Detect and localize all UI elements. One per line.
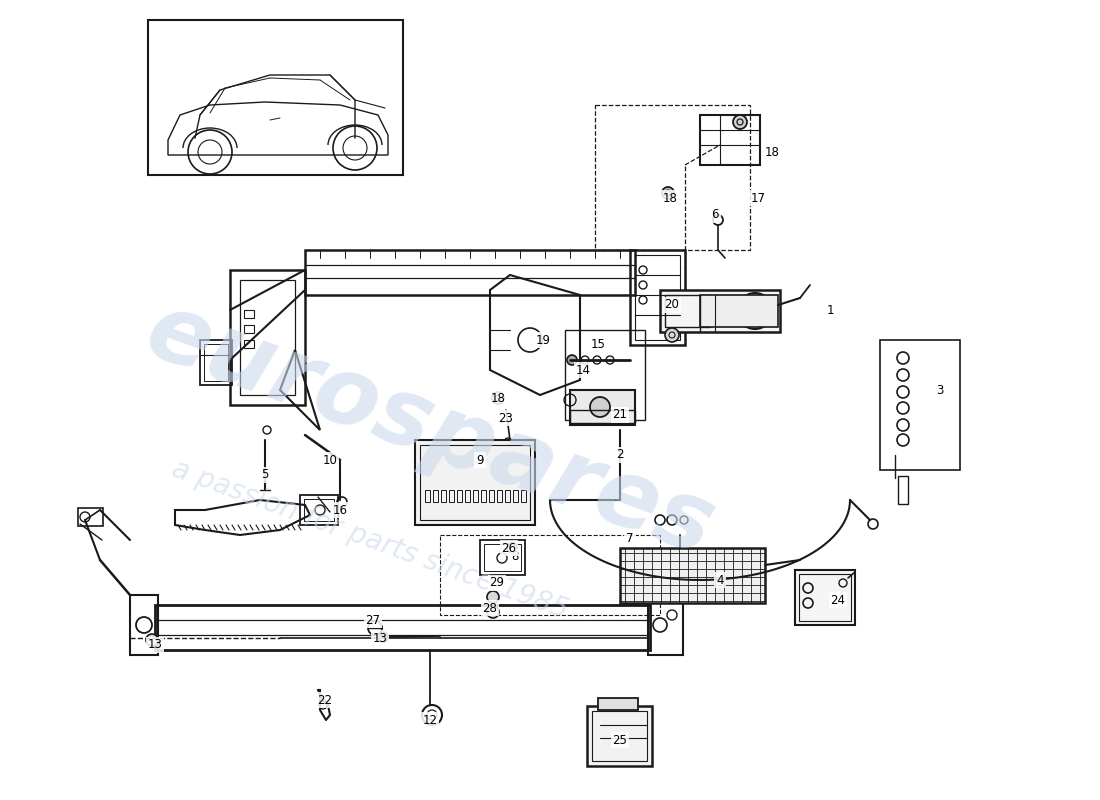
Text: 13: 13 <box>147 638 163 651</box>
Bar <box>620 548 764 603</box>
Text: eurospares: eurospares <box>133 285 726 575</box>
Bar <box>155 605 650 650</box>
Bar <box>505 490 510 502</box>
Bar <box>130 595 158 655</box>
Circle shape <box>566 355 578 365</box>
Bar <box>244 310 254 318</box>
Bar <box>587 706 652 766</box>
Bar <box>204 344 228 381</box>
Circle shape <box>146 634 158 646</box>
Text: 13: 13 <box>373 631 387 645</box>
Bar <box>592 711 647 761</box>
Bar <box>449 490 454 502</box>
Circle shape <box>662 187 674 199</box>
Circle shape <box>492 392 504 404</box>
Text: 26: 26 <box>502 542 517 554</box>
Circle shape <box>733 115 747 129</box>
Bar <box>570 390 635 425</box>
Bar <box>473 490 478 502</box>
Bar <box>300 495 338 525</box>
Bar <box>78 508 103 526</box>
Text: 28: 28 <box>483 602 497 614</box>
Bar <box>481 490 486 502</box>
Circle shape <box>487 591 499 603</box>
Circle shape <box>507 543 517 553</box>
Bar <box>799 574 851 621</box>
Bar <box>898 476 907 504</box>
Text: 16: 16 <box>332 503 348 517</box>
Bar <box>305 250 635 295</box>
Bar <box>700 295 778 327</box>
Text: 18: 18 <box>491 391 505 405</box>
Text: 12: 12 <box>422 714 438 726</box>
Bar <box>598 698 638 710</box>
Bar <box>630 250 685 345</box>
Text: 2: 2 <box>616 449 624 462</box>
Bar <box>244 325 254 333</box>
Text: 24: 24 <box>830 594 846 606</box>
Bar <box>304 499 334 521</box>
Text: 19: 19 <box>536 334 550 346</box>
Bar <box>660 290 780 332</box>
Text: 5: 5 <box>262 469 268 482</box>
Bar <box>420 445 530 520</box>
Bar <box>425 490 430 502</box>
Bar <box>700 115 760 165</box>
Text: 8: 8 <box>512 550 519 563</box>
Bar <box>148 20 403 175</box>
Bar <box>635 255 680 340</box>
Text: 4: 4 <box>716 574 724 586</box>
Text: 20: 20 <box>664 298 680 311</box>
Text: 29: 29 <box>490 577 505 590</box>
Bar <box>240 280 295 395</box>
Bar <box>521 490 526 502</box>
Text: 18: 18 <box>764 146 780 158</box>
Circle shape <box>737 293 773 329</box>
Text: 17: 17 <box>750 191 766 205</box>
Bar <box>497 490 502 502</box>
Bar <box>490 490 494 502</box>
Text: 27: 27 <box>365 614 381 626</box>
Circle shape <box>590 397 610 417</box>
Circle shape <box>487 606 499 618</box>
Bar <box>565 330 645 420</box>
Text: 15: 15 <box>591 338 605 351</box>
Circle shape <box>666 328 679 342</box>
Bar <box>465 490 470 502</box>
Text: 25: 25 <box>613 734 627 746</box>
Text: 22: 22 <box>318 694 332 706</box>
Bar <box>880 340 960 470</box>
Bar <box>441 490 446 502</box>
Bar <box>484 544 521 571</box>
Bar <box>440 535 660 615</box>
Bar <box>648 600 683 655</box>
Bar <box>570 410 635 423</box>
Bar <box>433 490 438 502</box>
Text: 10: 10 <box>322 454 338 466</box>
Text: 18: 18 <box>662 191 678 205</box>
Bar <box>230 270 305 405</box>
Bar <box>244 340 254 348</box>
Text: 7: 7 <box>626 531 634 545</box>
Bar <box>513 490 518 502</box>
Bar <box>480 540 525 575</box>
Text: 21: 21 <box>613 409 627 422</box>
Bar <box>456 490 462 502</box>
Text: 23: 23 <box>498 411 514 425</box>
Bar <box>415 440 535 525</box>
Bar <box>200 340 232 385</box>
Text: 3: 3 <box>936 383 944 397</box>
Bar <box>795 570 855 625</box>
Text: 9: 9 <box>476 454 484 466</box>
Text: 6: 6 <box>712 209 718 222</box>
Text: 14: 14 <box>575 363 591 377</box>
Text: a passion for parts since 1985: a passion for parts since 1985 <box>168 455 572 625</box>
Text: 1: 1 <box>826 303 834 317</box>
Bar <box>595 105 750 250</box>
Bar <box>666 295 710 327</box>
